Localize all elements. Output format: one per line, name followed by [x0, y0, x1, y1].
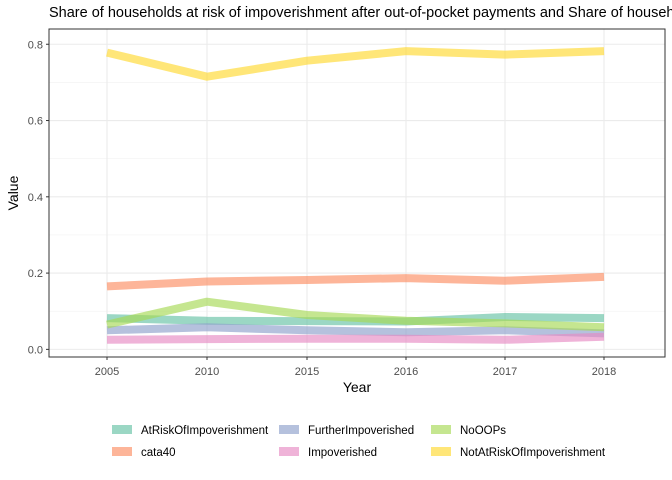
y-tick-label: 0.4 [28, 192, 43, 204]
series-line-impoverished [106, 332, 605, 344]
y-tick-label: 0.0 [28, 344, 43, 356]
x-tick-label: 2017 [493, 366, 517, 378]
legend-key-cata40 [112, 447, 132, 456]
x-tick-label: 2015 [295, 366, 319, 378]
series-line-nooops [106, 297, 605, 332]
legend-key-nooops [431, 425, 451, 434]
y-tick-label: 0.8 [28, 39, 43, 51]
legend-label: FurtherImpoverished [308, 425, 414, 437]
legend-key-notatriskofimpoverishment [431, 447, 451, 456]
x-axis: 2005 2010 2015 2016 2017 2018 [95, 357, 616, 378]
series-line-notatriskofimpoverishment [106, 47, 605, 81]
legend-label: Impoverished [308, 447, 377, 459]
series-line-furtherimpoverished [106, 323, 605, 338]
plot-panel [49, 29, 665, 357]
x-tick-label: 2018 [592, 366, 616, 378]
x-tick-label: 2016 [394, 366, 418, 378]
legend-label: NoOOPs [460, 425, 506, 437]
legend: AtRiskOfImpoverishment FurtherImpoverishe… [112, 425, 606, 459]
x-tick-label: 2010 [195, 366, 219, 378]
gridlines [49, 29, 665, 357]
legend-key-furtherimpoverished [279, 425, 299, 434]
y-axis: 0.0 0.2 0.4 0.6 0.8 [28, 39, 49, 356]
chart-title: Share of households at risk of impoveris… [49, 5, 672, 21]
legend-key-impoverished [279, 447, 299, 456]
y-tick-label: 0.2 [28, 268, 43, 280]
legend-label: AtRiskOfImpoverishment [141, 425, 269, 437]
plot-border [48, 28, 666, 358]
series-line-cata40 [106, 272, 605, 291]
legend-label: cata40 [141, 447, 176, 459]
x-tick-label: 2005 [95, 366, 119, 378]
x-axis-title: Year [343, 379, 372, 395]
y-tick-label: 0.6 [28, 116, 43, 128]
legend-key-atriskofimpoverishment [112, 425, 132, 434]
series-lines [106, 47, 605, 344]
legend-label: NotAtRiskOfImpoverishment [460, 447, 606, 459]
y-axis-title: Value [5, 175, 21, 210]
